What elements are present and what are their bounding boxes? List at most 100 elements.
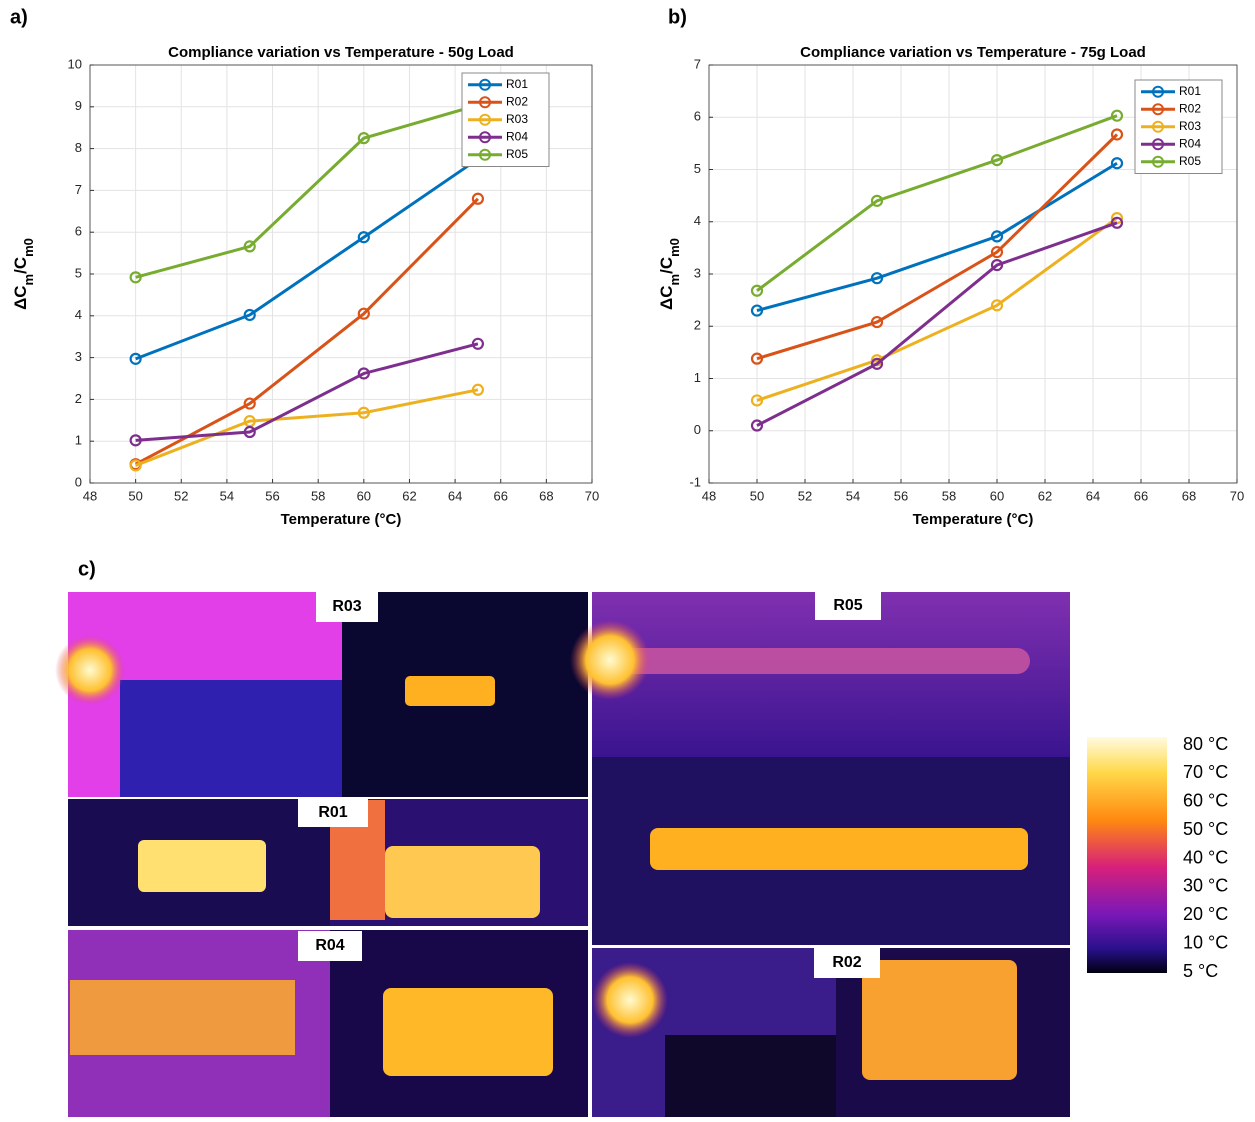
thermal-region — [70, 980, 295, 1055]
data-point — [990, 153, 1004, 167]
colorbar-label: 10 °C — [1183, 932, 1228, 952]
legend-marker — [1152, 138, 1164, 151]
data-point — [870, 272, 884, 285]
legend-marker — [1152, 103, 1164, 116]
legend-marker — [479, 113, 491, 126]
y-tick-label: 4 — [694, 213, 701, 228]
y-tick-label: 3 — [75, 349, 82, 364]
data-point — [129, 352, 142, 365]
legend-marker — [479, 148, 491, 161]
legend-label: R05 — [1179, 154, 1201, 168]
legend-label: R01 — [1179, 84, 1201, 98]
y-tick-label: 6 — [694, 109, 701, 124]
colorbar-label: 50 °C — [1183, 819, 1228, 839]
x-axis-label: Temperature (°C) — [281, 511, 402, 528]
legend-label: R04 — [1179, 136, 1201, 150]
y-axis-label-part: m — [21, 274, 36, 286]
series-line — [756, 114, 1118, 292]
legend-marker — [1152, 155, 1164, 168]
data-point — [1110, 128, 1124, 141]
y-axis-label-part: /C — [657, 257, 676, 274]
data-point — [129, 271, 142, 284]
thermal-images: R03 R01 R04 R05 R02 — [55, 592, 1167, 1117]
y-tick-label: 5 — [694, 161, 701, 176]
y-axis-label: ΔCm/Cm0 — [657, 238, 681, 310]
x-tick-label: 56 — [894, 488, 908, 503]
legend-label: R02 — [506, 94, 528, 108]
thermal-region — [120, 680, 342, 797]
data-point — [357, 132, 370, 145]
data-point — [243, 397, 256, 410]
label-box — [814, 948, 880, 978]
colorbar — [1087, 737, 1167, 973]
x-tick-label: 60 — [357, 488, 371, 503]
image-label: R03 — [332, 598, 361, 615]
chart-title: Compliance variation vs Temperature - 50… — [168, 44, 514, 61]
data-point — [1110, 157, 1124, 170]
y-tick-label: 2 — [75, 391, 82, 406]
data-point — [750, 394, 764, 407]
x-tick-label: 54 — [220, 488, 234, 503]
legend-label: R02 — [1179, 101, 1201, 115]
x-tick-label: 48 — [83, 488, 97, 503]
y-tick-label: 1 — [75, 433, 82, 448]
y-tick-label: 4 — [75, 307, 82, 322]
data-point — [357, 307, 370, 320]
x-tick-label: 66 — [1134, 488, 1148, 503]
colorbar-label: 40 °C — [1183, 847, 1228, 867]
thermal-region — [665, 1035, 836, 1117]
x-tick-label: 52 — [174, 488, 188, 503]
x-tick-label: 64 — [448, 488, 462, 503]
panel-labels: a) b) c) — [10, 6, 687, 580]
thermal-heater — [862, 960, 1017, 1080]
y-tick-label: 8 — [75, 140, 82, 155]
y-tick-label: 0 — [694, 422, 701, 437]
data-point — [357, 231, 370, 244]
data-point — [990, 245, 1004, 259]
legend-marker — [1152, 85, 1164, 98]
legend-marker — [479, 96, 491, 109]
data-point — [870, 315, 884, 329]
data-point — [243, 308, 256, 322]
y-tick-label: 1 — [694, 370, 701, 385]
y-tick-label: 10 — [68, 56, 82, 71]
data-point — [990, 259, 1004, 272]
panel-label: b) — [668, 6, 687, 28]
legend-label: R03 — [506, 112, 528, 126]
data-point — [870, 357, 884, 370]
x-tick-label: 50 — [750, 488, 764, 503]
x-tick-label: 60 — [990, 488, 1004, 503]
x-tick-label: 54 — [846, 488, 860, 503]
y-axis-label-part: ΔC — [11, 285, 30, 310]
x-tick-label: 48 — [702, 488, 716, 503]
y-axis-label-part: m0 — [667, 238, 682, 257]
image-label: R05 — [833, 597, 862, 614]
colorbar-label: 20 °C — [1183, 904, 1228, 924]
x-tick-label: 70 — [585, 488, 599, 503]
legend-label: R05 — [506, 147, 528, 161]
colorbar-label: 5 °C — [1183, 961, 1218, 981]
legend-marker — [1152, 120, 1164, 133]
thermal-heater — [650, 828, 1028, 870]
x-tick-label: 68 — [539, 488, 553, 503]
data-point — [129, 459, 142, 472]
thermal-hotspot — [570, 620, 650, 700]
data-point — [870, 194, 884, 207]
y-axis-label-part: m — [667, 274, 682, 286]
x-tick-label: 56 — [265, 488, 279, 503]
colorbar-label: 80 °C — [1183, 734, 1228, 754]
panel-label: a) — [10, 6, 28, 28]
image-label: R02 — [832, 954, 861, 971]
y-tick-label: -1 — [689, 474, 701, 489]
x-tick-label: 64 — [1086, 488, 1100, 503]
data-point — [243, 425, 256, 439]
series-line — [756, 133, 1119, 361]
label-box — [815, 592, 881, 620]
thermal-heater — [385, 846, 540, 918]
y-tick-label: 9 — [75, 98, 82, 113]
y-tick-label: 0 — [75, 474, 82, 489]
legend-label: R01 — [506, 77, 528, 91]
x-tick-label: 68 — [1182, 488, 1196, 503]
colorbar-label: 60 °C — [1183, 791, 1228, 811]
